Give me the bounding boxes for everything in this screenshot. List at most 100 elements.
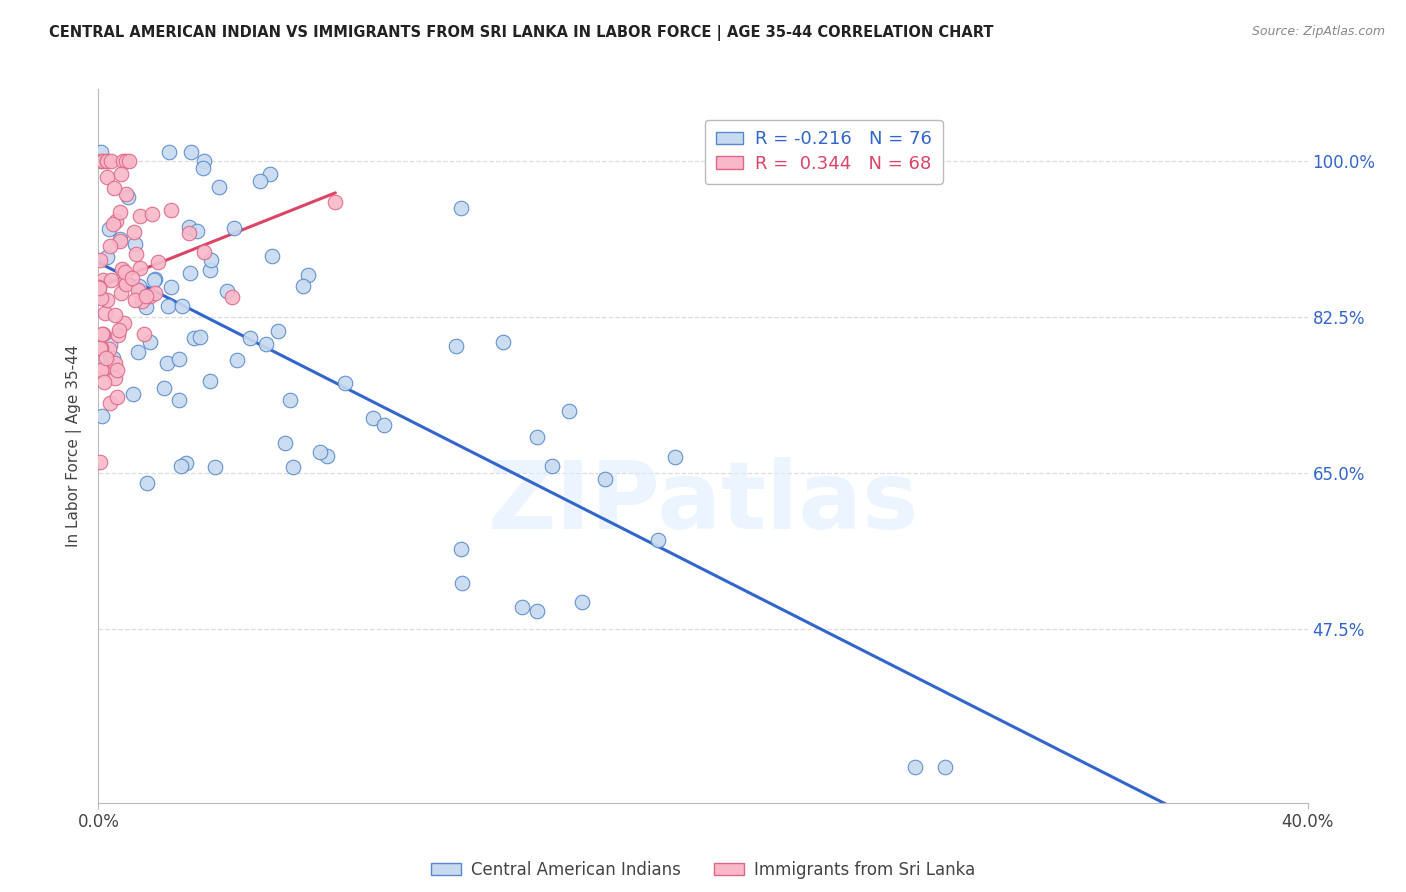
- Point: [98, 396, 121, 410]
- Point: [89, 454, 111, 468]
- Point: [122, 225, 145, 239]
- Point: [122, 386, 145, 401]
- Point: [111, 153, 134, 168]
- Point: [316, 449, 339, 463]
- Point: [112, 316, 135, 330]
- Point: [100, 349, 122, 363]
- Point: [90, 363, 112, 377]
- Point: [204, 459, 226, 474]
- Point: [526, 430, 548, 444]
- Point: [131, 293, 153, 308]
- Point: [141, 207, 163, 221]
- Point: [136, 476, 159, 491]
- Point: [143, 286, 166, 301]
- Legend: Central American Indians, Immigrants from Sri Lanka: Central American Indians, Immigrants fro…: [425, 854, 981, 885]
- Point: [90, 291, 112, 305]
- Point: [934, 760, 956, 774]
- Point: [91, 409, 114, 423]
- Point: [104, 356, 127, 370]
- Point: [200, 253, 222, 268]
- Point: [156, 356, 179, 370]
- Point: [91, 272, 114, 286]
- Point: [93, 361, 115, 376]
- Point: [186, 224, 208, 238]
- Point: [540, 458, 562, 473]
- Point: [108, 234, 131, 248]
- Point: [101, 218, 124, 232]
- Point: [157, 300, 180, 314]
- Point: [183, 331, 205, 345]
- Point: [135, 301, 157, 315]
- Point: [89, 341, 111, 355]
- Point: [139, 289, 162, 303]
- Point: [91, 326, 114, 341]
- Point: [124, 293, 146, 307]
- Point: [117, 190, 139, 204]
- Point: [103, 180, 125, 194]
- Point: [111, 262, 134, 277]
- Point: [167, 351, 190, 366]
- Point: [96, 153, 118, 168]
- Point: [446, 339, 468, 353]
- Point: [373, 418, 395, 433]
- Point: [115, 186, 138, 201]
- Point: [135, 288, 157, 302]
- Point: [226, 352, 249, 367]
- Point: [101, 351, 124, 365]
- Point: [100, 153, 122, 168]
- Point: [179, 266, 201, 280]
- Point: [200, 374, 222, 388]
- Point: [904, 760, 927, 774]
- Point: [170, 459, 193, 474]
- Point: [177, 226, 200, 240]
- Point: [193, 154, 215, 169]
- Point: [110, 167, 132, 181]
- Point: [96, 170, 118, 185]
- Point: [221, 290, 243, 304]
- Point: [105, 363, 128, 377]
- Point: [96, 250, 118, 264]
- Point: [557, 403, 579, 417]
- Point: [160, 202, 183, 217]
- Point: [108, 205, 131, 219]
- Point: [90, 153, 112, 168]
- Point: [664, 450, 686, 464]
- Point: [492, 335, 515, 350]
- Point: [267, 324, 290, 338]
- Point: [118, 153, 141, 168]
- Point: [114, 153, 136, 168]
- Point: [129, 209, 152, 223]
- Point: [89, 281, 111, 295]
- Point: [108, 232, 131, 246]
- Point: [450, 575, 472, 590]
- Point: [153, 381, 176, 395]
- Point: [97, 222, 120, 236]
- Point: [98, 238, 121, 252]
- Point: [180, 145, 202, 159]
- Point: [215, 285, 238, 299]
- Point: [647, 533, 669, 547]
- Point: [260, 249, 283, 263]
- Point: [110, 285, 132, 300]
- Point: [179, 220, 201, 235]
- Point: [100, 273, 122, 287]
- Point: [526, 604, 548, 618]
- Text: Source: ZipAtlas.com: Source: ZipAtlas.com: [1251, 25, 1385, 38]
- Point: [333, 376, 356, 390]
- Point: [96, 351, 118, 365]
- Point: [169, 392, 191, 407]
- Point: [593, 472, 616, 486]
- Point: [297, 268, 319, 282]
- Point: [94, 306, 117, 320]
- Y-axis label: In Labor Force | Age 35-44: In Labor Force | Age 35-44: [66, 345, 83, 547]
- Point: [96, 153, 118, 168]
- Point: [91, 153, 114, 168]
- Point: [114, 265, 136, 279]
- Point: [191, 161, 214, 175]
- Point: [107, 327, 129, 342]
- Point: [145, 272, 167, 286]
- Point: [96, 293, 118, 307]
- Point: [104, 308, 127, 322]
- Point: [157, 145, 180, 159]
- Point: [325, 195, 347, 210]
